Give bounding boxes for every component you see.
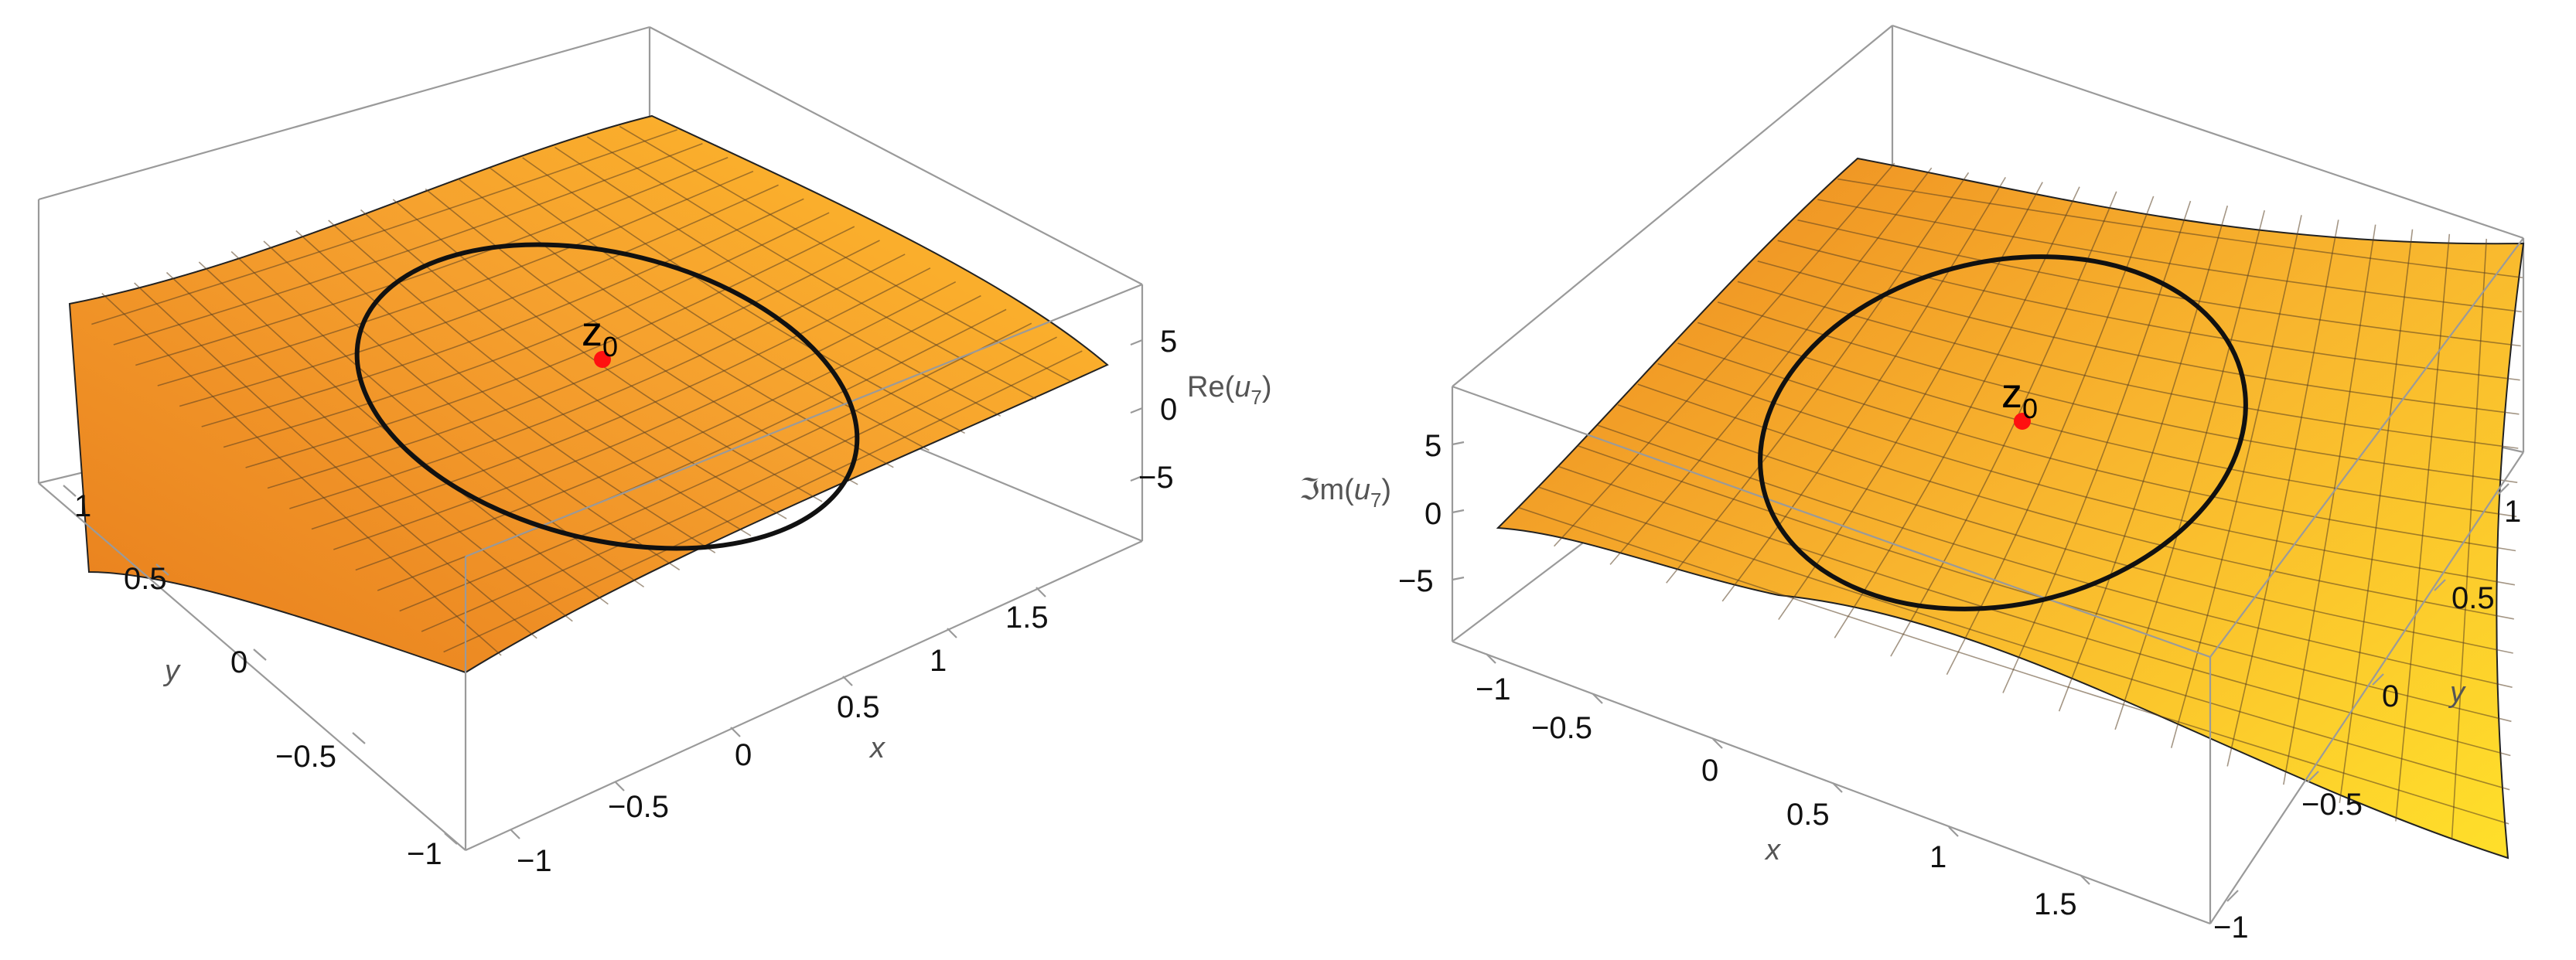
- right-y-tick-1: 1: [2504, 495, 2521, 529]
- right-x-tick-m1: −1: [1476, 672, 1511, 706]
- left-y-tick-0: 0: [230, 645, 247, 679]
- left-x-ticks: −1 −0.5 0 0.5 1 1.5: [510, 587, 1049, 878]
- left-z-tick-m5: −5: [1138, 461, 1174, 495]
- left-grid-line-v16: [421, 336, 1057, 632]
- right-x-tick-0: 0: [1701, 754, 1718, 788]
- right-z-ticks: 5 0 −5: [1398, 429, 1465, 598]
- right-x-ticks: −1 −0.5 0 0.5 1 1.5: [1476, 653, 2090, 921]
- right-surface: [1496, 157, 2525, 860]
- right-grid-line-v10: [2058, 205, 2229, 712]
- left-grid-line-v2: [113, 143, 703, 346]
- right-plot: z0 5 0 −5 ℑm(u7) −1 −0.5 0 0.5 1 1.: [1299, 24, 2525, 945]
- right-grid-line-v16: [2395, 233, 2451, 822]
- left-grid-line-v10: [289, 254, 906, 509]
- left-plot: z0 5 0 −5 Re(u7) 1 0.5 0 −0.5 −1 y: [37, 26, 1272, 878]
- right-grid-line-v15: [2339, 229, 2414, 803]
- right-grid-line-v2: [1609, 167, 1933, 565]
- left-y-tick-1: 1: [74, 489, 91, 523]
- right-x-tick-m0.5: −0.5: [1531, 711, 1592, 745]
- left-grid-line-v9: [267, 240, 880, 489]
- right-x-label: x: [1764, 834, 1782, 866]
- left-grid-line-v13: [355, 294, 981, 571]
- right-grid-line-v1: [1554, 162, 1895, 547]
- left-point-label: z0: [582, 308, 618, 363]
- right-grid-line-v14: [2283, 224, 2376, 785]
- right-x-tick-0.5: 0.5: [1786, 798, 1830, 832]
- left-grid-line-v1: [91, 129, 677, 325]
- left-y-tick-m1: −1: [407, 837, 442, 871]
- left-grid-line-v6: [201, 198, 804, 427]
- left-y-label: y: [162, 655, 181, 687]
- left-grid-line-v7: [223, 212, 830, 448]
- right-y-tick-m1: −1: [2213, 911, 2249, 945]
- left-z-label: Re(u7): [1187, 371, 1272, 409]
- right-surface-mesh: [1517, 162, 2523, 840]
- right-grid-line-v9: [2002, 200, 2192, 693]
- left-y-tick-m0.5: −0.5: [275, 740, 336, 774]
- left-y-ticks: 1 0.5 0 −0.5 −1: [63, 485, 458, 871]
- left-grid-line-v4: [157, 170, 754, 386]
- left-grid-line-v11: [311, 267, 931, 530]
- right-x-tick-1: 1: [1929, 840, 1947, 874]
- left-point-z0: [594, 351, 611, 368]
- right-z-tick-0: 0: [1424, 497, 1442, 531]
- right-y-ticks: 1 0.5 0 −0.5 −1: [2213, 483, 2521, 945]
- right-point-label: z0: [2001, 370, 2038, 424]
- right-grid-line-v11: [2114, 210, 2265, 730]
- right-y-tick-0: 0: [2382, 679, 2399, 713]
- left-grid-line-v5: [179, 184, 779, 407]
- right-grid-line-v6: [1834, 186, 2080, 638]
- right-curve: [1758, 254, 2248, 611]
- left-surface-mesh: [91, 125, 1083, 656]
- left-z-ticks: 5 0 −5: [1130, 325, 1177, 495]
- right-box-front: [1452, 237, 2524, 925]
- right-grid-line-v12: [2170, 215, 2302, 748]
- right-y-label: y: [2448, 676, 2466, 709]
- left-z-tick-0: 0: [1160, 393, 1177, 427]
- right-y-tick-0.5: 0.5: [2451, 581, 2495, 615]
- left-y-tick-0.5: 0.5: [124, 562, 167, 596]
- right-grid-line-v13: [2226, 220, 2339, 767]
- left-grid-line-v8: [245, 226, 855, 468]
- right-grid-line-v17: [2451, 238, 2487, 840]
- left-x-tick-1: 1: [930, 644, 947, 678]
- left-z-tick-5: 5: [1160, 325, 1177, 359]
- left-x-tick-m0.5: −0.5: [608, 790, 669, 824]
- left-box-front: [38, 283, 1144, 852]
- left-curve: [354, 242, 860, 551]
- right-point-z0: [2014, 413, 2031, 430]
- right-z-label: ℑm(u7): [1299, 474, 1391, 512]
- right-grid-line-v4: [1721, 176, 2006, 602]
- left-grid-line-v17: [443, 350, 1083, 653]
- right-grid-line-v3: [1666, 172, 1970, 584]
- right-z-tick-5: 5: [1424, 429, 1442, 463]
- left-x-label: x: [868, 732, 886, 764]
- left-x-tick-0: 0: [735, 738, 752, 772]
- left-grid-line-v12: [333, 281, 957, 550]
- left-x-tick-m1: −1: [517, 844, 552, 878]
- right-grid-line-v7: [1890, 191, 2117, 657]
- left-grid-line-v15: [399, 322, 1032, 612]
- right-z-tick-m5: −5: [1398, 564, 1434, 598]
- right-x-tick-1.5: 1.5: [2034, 887, 2077, 921]
- right-y-tick-m0.5: −0.5: [2301, 788, 2363, 822]
- right-grid-line-v5: [1778, 182, 2043, 621]
- left-x-tick-1.5: 1.5: [1005, 601, 1049, 635]
- left-x-tick-0.5: 0.5: [837, 690, 880, 724]
- left-grid-line-v3: [135, 156, 728, 366]
